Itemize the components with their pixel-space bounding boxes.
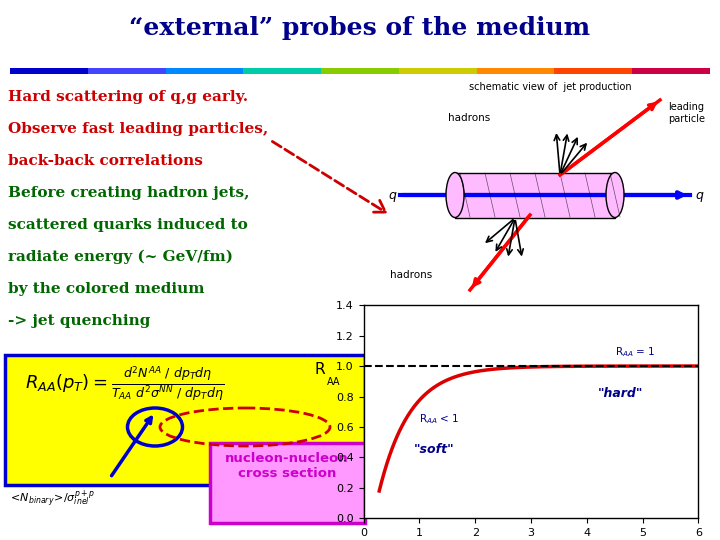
Bar — [210, 443, 365, 523]
Text: radiate energy (~ GeV/fm): radiate energy (~ GeV/fm) — [8, 250, 233, 265]
FancyArrowPatch shape — [272, 141, 385, 212]
Text: schematic view of  jet production: schematic view of jet production — [469, 82, 631, 92]
Bar — [243, 68, 321, 74]
Bar — [166, 68, 243, 74]
Ellipse shape — [606, 172, 624, 218]
Text: -> jet quenching: -> jet quenching — [8, 314, 150, 328]
Text: "soft": "soft" — [414, 443, 454, 456]
Text: AA: AA — [327, 377, 341, 387]
Text: by the colored medium: by the colored medium — [8, 282, 204, 296]
Text: q: q — [695, 188, 703, 201]
Text: nucleon-nucleon
cross section: nucleon-nucleon cross section — [225, 452, 348, 480]
Text: Hard scattering of q,g early.: Hard scattering of q,g early. — [8, 90, 248, 104]
Text: leading particle: leading particle — [469, 312, 551, 322]
Bar — [5, 355, 365, 485]
Text: Observe fast leading particles,: Observe fast leading particles, — [8, 122, 269, 136]
Text: "hard": "hard" — [598, 387, 644, 400]
Text: R$_{AA}$ = 1: R$_{AA}$ = 1 — [615, 346, 655, 359]
Bar — [88, 68, 166, 74]
Text: R$_{AA}$ < 1: R$_{AA}$ < 1 — [419, 413, 460, 426]
Text: “external” probes of the medium: “external” probes of the medium — [130, 16, 590, 40]
Text: leading
particle: leading particle — [668, 102, 705, 124]
Text: scattered quarks induced to: scattered quarks induced to — [8, 218, 248, 232]
Bar — [455, 173, 615, 218]
Text: hadrons: hadrons — [390, 270, 432, 280]
Text: q: q — [388, 188, 396, 201]
Text: $R_{AA}(p_T) = \frac{d^2 N^{AA}\ /\ dp_T d\eta}{T_{AA}\ d^2 \sigma^{NN}\ /\ dp_T: $R_{AA}(p_T) = \frac{d^2 N^{AA}\ /\ dp_T… — [25, 365, 225, 404]
Text: back-back correlations: back-back correlations — [8, 154, 203, 168]
Bar — [321, 68, 399, 74]
Bar — [632, 68, 710, 74]
Bar — [399, 68, 477, 74]
Ellipse shape — [446, 172, 464, 218]
Bar — [477, 68, 554, 74]
Text: Before creating hadron jets,: Before creating hadron jets, — [8, 186, 250, 200]
Bar — [554, 68, 632, 74]
Text: $<\!N_{binary}\!>\!/\sigma_{inel}^{p+p}$: $<\!N_{binary}\!>\!/\sigma_{inel}^{p+p}$ — [8, 488, 96, 509]
Text: R: R — [315, 362, 325, 376]
Text: hadrons: hadrons — [448, 113, 490, 123]
Bar — [10, 68, 88, 74]
